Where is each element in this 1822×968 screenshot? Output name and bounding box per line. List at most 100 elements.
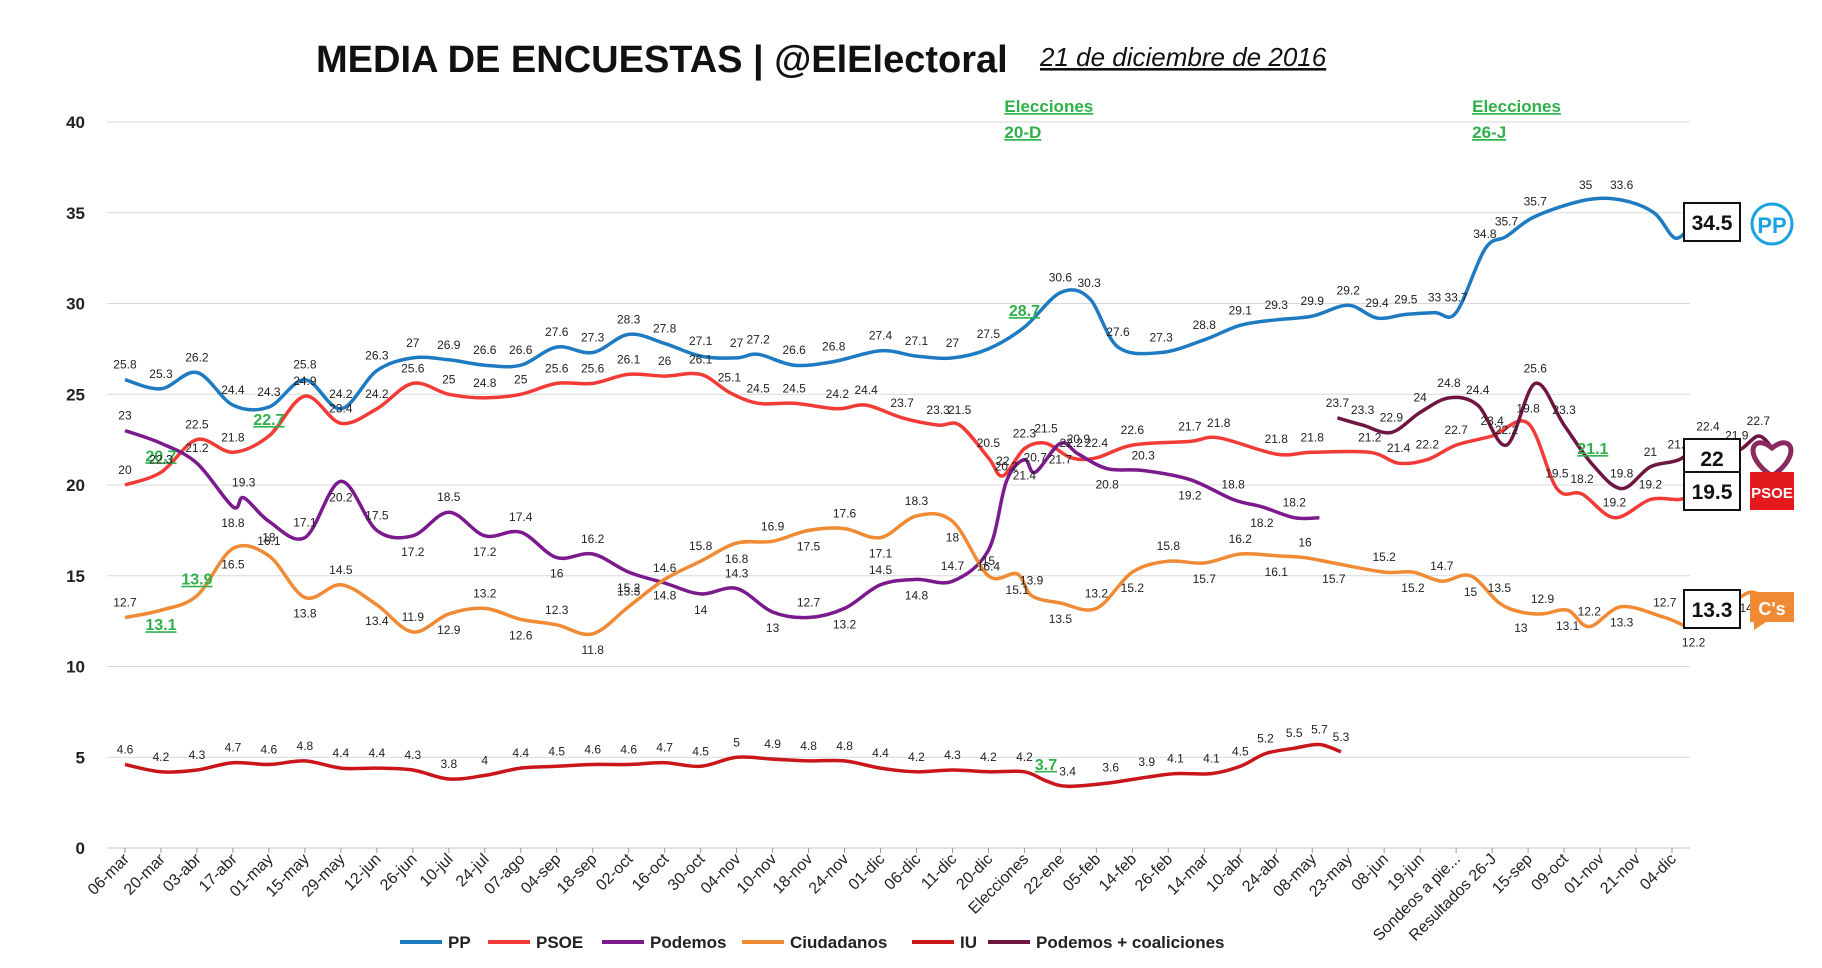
- data-label-psoe: 22.7: [253, 412, 284, 429]
- data-label-ciudadanos: 13.2: [1085, 586, 1109, 600]
- data-label-pp: 29.1: [1229, 303, 1253, 317]
- data-label-ciudadanos: 12.7: [1653, 595, 1677, 609]
- data-label-psoe: 19.5: [1545, 467, 1569, 481]
- data-label-ciudadanos: 16.1: [257, 534, 281, 548]
- data-label-ciudadanos: 12.2: [1682, 636, 1706, 650]
- chart-title: MEDIA DE ENCUESTAS | @ElElectoral: [316, 39, 1008, 81]
- data-label-podemos-coaliciones: 24: [1413, 390, 1427, 404]
- data-label-podemos-coaliciones: 24.8: [1437, 376, 1461, 390]
- data-label-ciudadanos: 16.2: [1229, 532, 1253, 546]
- data-label-podemos: 20.3: [1131, 448, 1155, 462]
- data-label-podemos: 19.2: [1178, 489, 1202, 503]
- data-label-ciudadanos: 18.3: [905, 494, 929, 508]
- x-tick-label: 18-sep: [554, 851, 601, 898]
- data-label-psoe: 20.7: [145, 448, 176, 465]
- data-label-iu: 3.7: [1035, 757, 1057, 774]
- legend-label-psoe: PSOE: [536, 933, 583, 952]
- data-label-iu: 4.6: [261, 743, 278, 757]
- data-label-podemos: 14: [694, 603, 708, 617]
- data-label-psoe: 24.9: [293, 374, 317, 388]
- pp-logo-icon: [1750, 202, 1794, 246]
- end-value-box-psoe: [1683, 471, 1741, 511]
- data-label-ciudadanos: 15.8: [689, 539, 713, 553]
- cs-logo-text: C's: [1758, 599, 1785, 619]
- data-label-pp: 24.3: [257, 385, 281, 399]
- data-label-podemos: 18.2: [1283, 496, 1307, 510]
- data-labels: 25.8 25.3 26.2 24.4 24.3 25.8 24.2 26.3 27 26.9 26…: [113, 178, 1770, 778]
- data-label-iu: 4.7: [656, 741, 673, 755]
- data-label-psoe: 26.1: [689, 352, 713, 366]
- data-label-psoe: 23.4: [1480, 414, 1504, 428]
- y-tick-0: 0: [76, 839, 85, 858]
- data-label-psoe: 22.3: [1013, 427, 1037, 441]
- data-label-podemos: 12.7: [797, 595, 821, 609]
- data-label-pp: 30.3: [1077, 276, 1101, 290]
- legend-label-ciudadanos: Ciudadanos: [790, 933, 887, 952]
- data-label-pp: 29.4: [1365, 296, 1389, 310]
- data-label-ciudadanos: 13.1: [145, 617, 176, 634]
- data-label-iu: 3.9: [1138, 755, 1155, 769]
- data-label-pp: 26.3: [365, 349, 389, 363]
- data-label-pp: 26.6: [509, 343, 533, 357]
- data-label-podemos-coaliciones: 25.6: [1524, 361, 1548, 375]
- data-label-iu: 4.1: [1203, 752, 1220, 766]
- x-tick-label: 20-mar: [121, 850, 169, 898]
- data-label-ciudadanos: 12.9: [437, 623, 461, 637]
- data-label-pp: 35: [1579, 178, 1593, 192]
- data-label-psoe: 24.2: [826, 387, 850, 401]
- data-label-psoe: 20.5: [977, 436, 1001, 450]
- y-axis-ticks: 0 5 10 15 20 25 30 35 40: [66, 113, 85, 858]
- data-label-podemos: 20.8: [1095, 478, 1119, 492]
- data-label-psoe: 24.4: [854, 383, 878, 397]
- data-label-ciudadanos: 13.3: [1610, 616, 1634, 630]
- data-label-ciudadanos: 13.2: [473, 586, 497, 600]
- data-label-psoe: 22.2: [1416, 438, 1440, 452]
- x-tick-label: 22-ene: [1021, 851, 1068, 898]
- series-line-podemos: [124, 428, 1320, 620]
- data-label-psoe: 25.1: [718, 370, 742, 384]
- data-label-ciudadanos: 12.7: [113, 595, 137, 609]
- data-label-ciudadanos: 13.4: [365, 614, 389, 628]
- data-label-pp: 27.1: [689, 334, 713, 348]
- data-label-iu: 4: [481, 753, 488, 767]
- data-label-ciudadanos: 16.8: [725, 552, 749, 566]
- data-label-ciudadanos: 13.9: [1020, 574, 1044, 588]
- data-label-podemos-coaliciones: 22.7: [1747, 414, 1771, 428]
- annotation-line2: 20-D: [1004, 123, 1041, 142]
- data-label-psoe: 23.4: [329, 401, 353, 415]
- data-label-psoe: 22.5: [185, 418, 209, 432]
- data-label-ciudadanos: 15.2: [1121, 581, 1145, 595]
- data-label-pp: 25.8: [293, 358, 317, 372]
- y-tick-10: 10: [66, 658, 85, 677]
- legend-label-pp: PP: [448, 933, 471, 952]
- data-label-iu: 5.3: [1333, 730, 1350, 744]
- data-label-pp: 29.9: [1301, 294, 1325, 308]
- data-label-podemos: 18.8: [221, 516, 245, 530]
- data-label-podemos-coaliciones: 21.1: [1577, 441, 1608, 458]
- data-label-podemos: 18.2: [1250, 516, 1274, 530]
- data-label-podemos: 18: [262, 530, 276, 544]
- data-label-podemos: 20.2: [995, 459, 1019, 473]
- data-label-iu: 4.2: [153, 750, 170, 764]
- data-label-psoe: 20: [118, 463, 132, 477]
- data-label-psoe: 19.2: [1639, 478, 1663, 492]
- legend: PP PSOE Podemos Ciudadanos IU Podemos + coali…: [400, 933, 1225, 952]
- data-label-pp: 27.3: [581, 331, 605, 345]
- data-label-podemos: 17.1: [293, 516, 317, 530]
- data-label-iu: 3.8: [440, 757, 457, 771]
- data-label-ciudadanos: 11.9: [402, 610, 425, 624]
- data-label-psoe: 25.6: [581, 361, 605, 375]
- data-label-ciudadanos: 15.1: [1006, 583, 1030, 597]
- end-value-psoe: 19.5: [1692, 481, 1733, 504]
- data-label-ciudadanos: 15.7: [1322, 572, 1346, 586]
- data-label-iu: 4.1: [1167, 752, 1184, 766]
- data-label-podemos: 21.4: [1013, 469, 1037, 483]
- data-label-iu: 4.5: [548, 744, 565, 758]
- data-label-psoe: 21.8: [221, 430, 245, 444]
- data-label-psoe: 21.7: [1178, 419, 1202, 433]
- data-label-podemos: 14.5: [869, 563, 893, 577]
- data-label-podemos-coaliciones: 19.8: [1610, 467, 1634, 481]
- data-label-pp: 28.8: [1193, 318, 1217, 332]
- data-label-psoe: 21.8: [1301, 430, 1325, 444]
